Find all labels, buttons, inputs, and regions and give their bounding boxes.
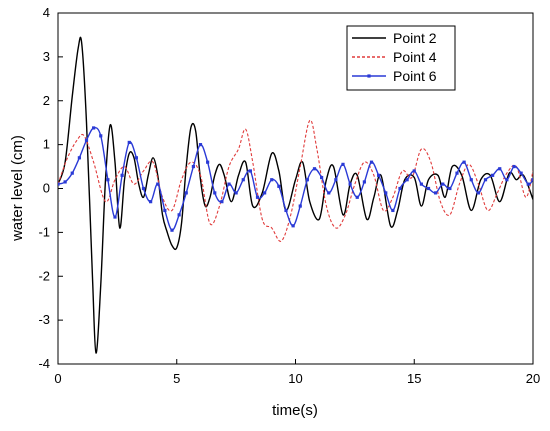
x-tick-label: 0 xyxy=(54,371,61,386)
series-point-point-6 xyxy=(113,215,117,219)
series-point-point-6 xyxy=(277,184,281,188)
y-axis-title: water level (cm) xyxy=(9,135,26,242)
series-layer xyxy=(58,36,533,354)
series-point-point-6 xyxy=(127,140,131,145)
y-tick-label: -4 xyxy=(38,356,50,371)
series-point-point-6 xyxy=(284,208,288,213)
series-point-point-6 xyxy=(491,173,495,177)
y-tick-label: 1 xyxy=(43,137,50,152)
series-point-point-6 xyxy=(312,167,317,171)
series-point-point-6 xyxy=(441,182,445,186)
series-point-point-6 xyxy=(270,178,274,182)
x-tick-label: 15 xyxy=(407,371,421,386)
legend-label: Point 4 xyxy=(393,49,437,65)
series-point-point-6 xyxy=(170,228,174,232)
series-point-point-6 xyxy=(213,191,217,195)
series-point-point-6 xyxy=(298,204,302,208)
y-tick-label: -1 xyxy=(38,224,50,239)
series-point-point-6 xyxy=(291,224,295,228)
series-point-point-6 xyxy=(58,182,60,186)
series-point-point-6 xyxy=(334,178,338,182)
y-tick-label: 2 xyxy=(43,93,50,108)
series-point-point-6 xyxy=(434,191,438,195)
series-point-point-6 xyxy=(227,182,231,186)
series-point-point-6 xyxy=(377,173,381,177)
legend-marker xyxy=(367,74,371,78)
series-point-point-6 xyxy=(362,180,366,184)
legend: Point 2 Point 4 Point 6 xyxy=(346,25,456,91)
y-tick-label: -2 xyxy=(38,268,50,283)
series-point-point-6 xyxy=(384,191,388,195)
series-point-point-6 xyxy=(255,195,260,199)
series-point-point-6 xyxy=(70,171,74,175)
series-point-point-6 xyxy=(106,178,110,182)
series-line-point-2 xyxy=(58,36,533,354)
series-point-point-6 xyxy=(248,169,252,173)
legend-box xyxy=(346,25,456,91)
series-point-point-6 xyxy=(526,182,530,186)
series-point-point-6 xyxy=(198,143,203,147)
series-point-point-6 xyxy=(220,200,224,204)
y-tick-label: 3 xyxy=(43,49,50,64)
series-point-point-6 xyxy=(369,160,374,164)
y-axis: -4 -3 -2 -1 0 1 2 3 4 xyxy=(38,5,63,371)
series-point-point-6 xyxy=(234,191,238,195)
series-point-point-6 xyxy=(327,191,331,195)
series-point-point-6 xyxy=(519,171,523,175)
series-point-point-6 xyxy=(241,178,245,182)
x-tick-label: 20 xyxy=(526,371,540,386)
series-point-point-6 xyxy=(320,175,324,180)
y-tick-label: 4 xyxy=(43,5,50,20)
series-point-point-6 xyxy=(455,171,459,175)
series-point-point-6 xyxy=(184,191,188,195)
y-tick-label: -3 xyxy=(38,312,50,327)
series-point-point-6 xyxy=(305,178,309,182)
series-point-point-6 xyxy=(462,160,466,164)
series-point-point-6 xyxy=(163,208,167,213)
series-point-point-6 xyxy=(177,213,181,217)
x-tick-label: 10 xyxy=(288,371,302,386)
series-point-point-6 xyxy=(448,186,452,191)
series-point-point-6 xyxy=(141,186,146,191)
series-point-point-6 xyxy=(476,191,480,195)
series-point-point-6 xyxy=(263,191,267,195)
series-point-point-6 xyxy=(398,186,402,191)
series-point-point-6 xyxy=(498,167,502,171)
x-tick-label: 5 xyxy=(173,371,180,386)
series-point-point-6 xyxy=(99,134,103,138)
series-point-point-6 xyxy=(531,178,533,182)
series-point-point-6 xyxy=(341,162,345,166)
series-line-point-4 xyxy=(58,119,533,242)
series-point-point-6 xyxy=(206,160,210,164)
series-point-point-6 xyxy=(469,178,473,182)
series-point-point-6 xyxy=(92,126,96,130)
x-axis-title: time(s) xyxy=(272,402,318,419)
series-point-point-6 xyxy=(77,156,81,160)
series-point-point-6 xyxy=(426,186,431,191)
series-point-point-6 xyxy=(512,164,516,169)
y-tick-label: 0 xyxy=(43,181,50,196)
series-point-point-6 xyxy=(419,182,423,186)
series-point-point-6 xyxy=(84,138,89,142)
series-point-point-6 xyxy=(505,178,509,182)
series-point-point-6 xyxy=(191,164,195,169)
series-point-point-6 xyxy=(405,178,409,182)
series-point-point-6 xyxy=(348,182,352,186)
series-point-point-6 xyxy=(156,182,160,186)
series-point-point-6 xyxy=(412,169,416,173)
x-axis: 0 5 10 15 20 xyxy=(54,359,540,386)
series-point-point-6 xyxy=(134,156,138,160)
plot-frame xyxy=(57,12,534,365)
legend-label: Point 6 xyxy=(393,68,437,84)
series-point-point-6 xyxy=(483,178,488,182)
series-point-point-6 xyxy=(149,200,153,204)
series-point-point-6 xyxy=(120,173,124,177)
series-point-point-6 xyxy=(355,195,359,199)
series-point-point-6 xyxy=(63,180,67,184)
legend-label: Point 2 xyxy=(393,30,437,46)
series-point-point-6 xyxy=(391,208,395,213)
